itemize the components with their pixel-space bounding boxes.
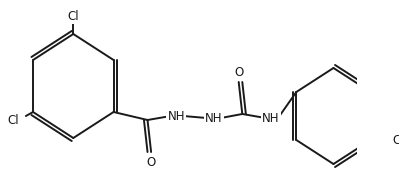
- Text: Cl: Cl: [392, 134, 399, 147]
- Text: NH: NH: [205, 111, 222, 124]
- Text: NH: NH: [168, 109, 185, 122]
- Text: Cl: Cl: [67, 10, 79, 23]
- Text: NH: NH: [262, 111, 280, 124]
- Text: Cl: Cl: [7, 113, 19, 126]
- Text: O: O: [234, 66, 243, 79]
- Text: O: O: [146, 156, 156, 169]
